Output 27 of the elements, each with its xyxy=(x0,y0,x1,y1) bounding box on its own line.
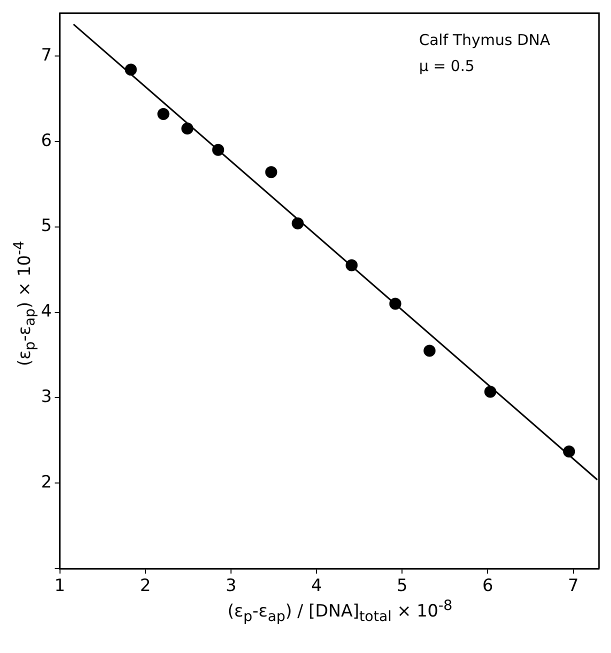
y-tick-label: 2 xyxy=(40,472,52,493)
point xyxy=(424,344,436,357)
y-tick-label: 7 xyxy=(40,45,52,66)
point xyxy=(346,259,358,272)
point xyxy=(212,144,224,156)
point xyxy=(124,64,137,76)
point xyxy=(563,446,576,458)
x-tick-label: 2 xyxy=(140,576,151,596)
y-tick-label: 6 xyxy=(40,130,52,151)
y-tick-label: 5 xyxy=(40,216,52,236)
annotation: Calf Thymus DNA xyxy=(419,31,551,50)
point xyxy=(265,166,278,178)
point xyxy=(292,217,304,230)
point xyxy=(181,122,194,135)
point xyxy=(484,386,496,398)
x-tick-label: 4 xyxy=(311,576,322,596)
x-tick-label: 6 xyxy=(482,576,494,596)
x-tick-label: 5 xyxy=(396,576,408,596)
y-tick-label: 4 xyxy=(40,302,52,322)
x-axis-title: (ε$_{p}$-ε$_{ap}$) / [DNA]$_{total}$ × 10$^{-8}$ xyxy=(226,598,454,626)
annotation: μ = 0.5 xyxy=(419,57,475,76)
x-tick-label: 1 xyxy=(54,576,66,596)
point xyxy=(157,108,170,120)
x-tick-label: 7 xyxy=(568,576,579,596)
y-tick-label: 3 xyxy=(40,387,52,408)
x-tick-label: 3 xyxy=(226,576,236,596)
point xyxy=(389,298,402,310)
